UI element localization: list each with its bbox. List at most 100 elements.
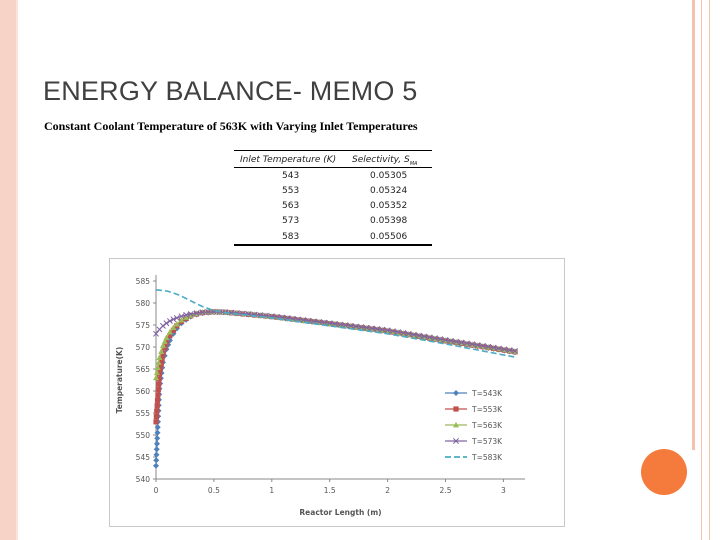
legend-entry: T=563K bbox=[471, 421, 503, 430]
table-cell-selectivity: 0.05352 bbox=[370, 201, 408, 211]
x-tick-label: 1.5 bbox=[324, 486, 336, 495]
data-point bbox=[156, 370, 163, 376]
slide-frame-right bbox=[692, 0, 695, 450]
data-point bbox=[228, 309, 235, 316]
data-point bbox=[400, 329, 407, 336]
data-point bbox=[469, 341, 476, 348]
data-point bbox=[154, 429, 161, 436]
data-point bbox=[379, 326, 386, 333]
data-point bbox=[310, 318, 317, 325]
table-row: 583 0.05506 bbox=[234, 232, 432, 247]
data-point bbox=[447, 337, 454, 344]
data-point bbox=[178, 313, 185, 320]
data-point bbox=[170, 316, 177, 323]
y-tick-label: 565 bbox=[136, 365, 151, 374]
data-point bbox=[183, 311, 190, 318]
data-point bbox=[421, 333, 428, 340]
table-row: 563 0.05352 bbox=[234, 201, 432, 216]
table-row: 573 0.05398 bbox=[234, 216, 432, 231]
y-tick-label: 550 bbox=[136, 431, 151, 440]
x-axis-label: Reactor Length (m) bbox=[299, 508, 381, 517]
data-point bbox=[154, 403, 160, 409]
data-point bbox=[163, 334, 170, 341]
data-point bbox=[153, 369, 160, 376]
data-point bbox=[154, 364, 161, 371]
y-axis-label: Temperature(K) bbox=[115, 347, 124, 414]
data-point bbox=[156, 381, 162, 387]
y-tick-label: 555 bbox=[136, 409, 151, 418]
data-point bbox=[167, 332, 173, 339]
table-cell-inlet: 543 bbox=[282, 171, 300, 181]
data-point bbox=[234, 310, 241, 317]
legend-marker bbox=[453, 438, 459, 444]
accent-dot bbox=[641, 449, 687, 495]
data-point bbox=[453, 338, 460, 345]
data-point bbox=[374, 326, 381, 332]
temperature-chart: 540 545 550 555 560 565 570 575 580 585 0 0.5 1 1.5 2 2… bbox=[109, 258, 565, 527]
slide-subtitle: Constant Coolant Temperature of 563K wit… bbox=[44, 119, 418, 133]
x-tick-label: 2 bbox=[385, 486, 390, 495]
slide-title: ENERGY BALANCE- MEMO 5 bbox=[43, 76, 418, 106]
data-point bbox=[155, 386, 161, 393]
data-point bbox=[193, 310, 200, 317]
data-point bbox=[153, 457, 160, 464]
data-point bbox=[156, 354, 163, 360]
table-header-inlet: Inlet Temperature (K) bbox=[240, 155, 337, 165]
data-point bbox=[437, 336, 444, 343]
data-point bbox=[153, 451, 160, 458]
legend-entry: T=543K bbox=[471, 389, 503, 398]
series-line-t-553k bbox=[155, 311, 516, 422]
data-point bbox=[337, 321, 344, 328]
table-row: 553 0.05324 bbox=[234, 186, 432, 201]
data-point bbox=[347, 322, 354, 329]
slide-frame-left bbox=[0, 0, 16, 540]
table-cell-inlet: 573 bbox=[282, 216, 300, 226]
y-tick-label: 560 bbox=[136, 387, 151, 396]
x-tick-label: 2.5 bbox=[440, 486, 452, 495]
data-point bbox=[153, 446, 160, 453]
y-tick-label: 570 bbox=[136, 343, 151, 352]
data-point bbox=[155, 392, 161, 398]
data-point bbox=[501, 346, 508, 353]
y-tick-label: 585 bbox=[136, 277, 151, 286]
data-point bbox=[463, 340, 470, 347]
data-point bbox=[178, 316, 185, 323]
data-point bbox=[158, 348, 165, 355]
data-point bbox=[368, 325, 375, 332]
x-tick-label: 0 bbox=[154, 486, 159, 495]
table-cell-selectivity: 0.05305 bbox=[370, 171, 408, 181]
x-tick-label: 0.5 bbox=[208, 486, 220, 495]
data-point bbox=[154, 424, 161, 431]
data-point bbox=[479, 342, 486, 349]
table-rule-bottom bbox=[234, 244, 432, 246]
y-tick-label: 545 bbox=[136, 453, 151, 462]
data-point bbox=[384, 327, 391, 334]
data-point bbox=[153, 374, 159, 381]
data-point bbox=[154, 408, 160, 414]
data-point bbox=[166, 328, 173, 335]
legend-entry: T=583K bbox=[471, 453, 503, 462]
data-point bbox=[512, 348, 518, 354]
series-line-t-543k bbox=[155, 311, 516, 466]
data-point bbox=[156, 376, 162, 382]
table-header-selectivity: Selectivity, SMA bbox=[352, 155, 418, 167]
data-point bbox=[485, 343, 492, 350]
data-point bbox=[389, 328, 396, 335]
data-point bbox=[490, 344, 497, 351]
series-line-t-583k bbox=[155, 289, 516, 358]
data-point bbox=[496, 345, 502, 352]
data-point bbox=[426, 334, 433, 341]
temperature-chart-svg: 540 545 550 555 560 565 570 575 580 585 0 0.5 1 1.5 2 2… bbox=[115, 275, 525, 517]
data-point bbox=[506, 347, 513, 354]
data-point bbox=[153, 419, 159, 425]
data-point bbox=[474, 342, 481, 348]
data-point bbox=[153, 413, 159, 420]
table-cell-selectivity: 0.05398 bbox=[370, 216, 408, 226]
data-point bbox=[154, 435, 161, 442]
data-point bbox=[170, 327, 176, 333]
data-point bbox=[154, 397, 161, 403]
slide-frame-right-line-outer bbox=[709, 0, 710, 540]
y-tick-label: 575 bbox=[136, 321, 151, 330]
data-point bbox=[157, 365, 163, 372]
table-rule-mid bbox=[234, 167, 432, 168]
